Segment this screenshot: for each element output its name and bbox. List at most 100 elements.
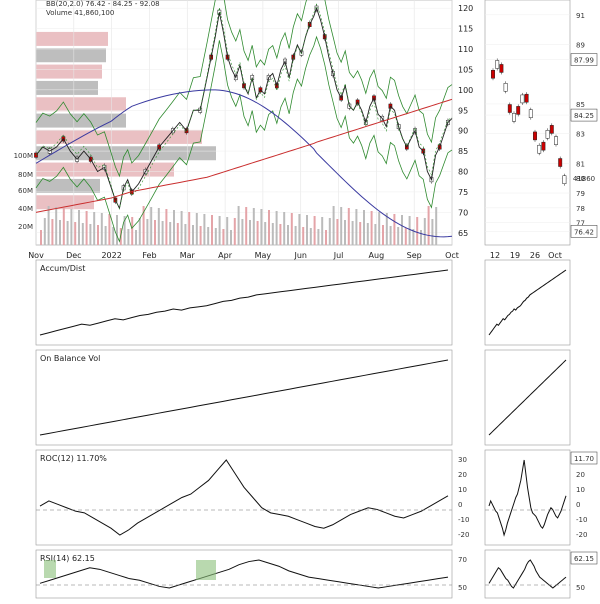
roc-line bbox=[39, 459, 449, 536]
detail-candle-body bbox=[491, 69, 495, 79]
volume-bar bbox=[127, 229, 130, 245]
detail-y-label: 77 bbox=[576, 220, 585, 228]
volume-bar bbox=[401, 215, 403, 245]
rsi-line bbox=[39, 559, 449, 589]
indicator-detail-y-label: 50 bbox=[576, 584, 585, 592]
volume-bar bbox=[237, 206, 240, 245]
x-axis-label: Apr bbox=[218, 251, 233, 260]
volume-bar bbox=[112, 227, 115, 245]
volume-profile-bar bbox=[36, 113, 126, 128]
volume-bar bbox=[59, 220, 61, 245]
detail-candle-body bbox=[545, 130, 550, 139]
detail-highlight-label: 84.25 bbox=[574, 112, 594, 120]
x-axis-label: Aug bbox=[369, 251, 385, 260]
volume-bar bbox=[169, 222, 172, 245]
chart-legend: Volume 41,860,100 bbox=[46, 9, 114, 17]
indicator-y-label: -10 bbox=[458, 516, 469, 524]
volume-bar bbox=[268, 210, 270, 245]
volume-bar bbox=[412, 229, 415, 245]
x-axis-label: Oct bbox=[445, 251, 459, 260]
volume-bar bbox=[427, 206, 430, 245]
x-axis-label: Sep bbox=[407, 251, 422, 260]
volume-bar bbox=[93, 212, 96, 245]
volume-bar bbox=[393, 214, 396, 245]
y-axis-label: 70 bbox=[458, 208, 468, 217]
indicator-y-label: 50 bbox=[458, 584, 467, 592]
detail-candle-body bbox=[554, 136, 558, 145]
volume-bar bbox=[283, 212, 286, 245]
volume-bar bbox=[435, 207, 438, 245]
volume-bar bbox=[328, 218, 331, 245]
x-axis-label: Dec bbox=[66, 251, 81, 260]
y-axis-label: 75 bbox=[458, 188, 468, 197]
bollinger-middle-band bbox=[35, 3, 453, 210]
x-axis-label: Jul bbox=[333, 251, 344, 260]
volume-bar bbox=[89, 224, 92, 245]
obv-line bbox=[39, 359, 449, 436]
detail-y-label: 81 bbox=[576, 160, 585, 168]
indicator-detail-y-label: 10 bbox=[576, 486, 585, 494]
volume-bar bbox=[70, 209, 73, 245]
volume-bar bbox=[302, 227, 305, 245]
bollinger-lower-band bbox=[35, 35, 453, 243]
bollinger-upper-band bbox=[35, 0, 453, 178]
obv-label: On Balance Vol bbox=[40, 354, 100, 363]
roc-detail-line bbox=[488, 459, 567, 537]
volume-bar bbox=[207, 227, 210, 245]
volume-bar bbox=[100, 213, 103, 245]
detail-candle-body bbox=[558, 158, 563, 167]
volume-bar bbox=[366, 223, 369, 245]
volume-axis-label: 100M bbox=[14, 152, 33, 160]
volume-bar bbox=[66, 221, 69, 245]
ma-200-line bbox=[35, 98, 453, 213]
volume-bar bbox=[78, 210, 80, 245]
volume-bar bbox=[233, 218, 236, 245]
volume-bar bbox=[408, 216, 411, 245]
accum-detail-line bbox=[488, 269, 567, 336]
volume-profile-bar bbox=[36, 195, 94, 210]
chart-legend: BB(20,2.0) 76.42 - 84.25 - 92.08 bbox=[46, 0, 160, 8]
rsi-frame-detail bbox=[484, 549, 571, 599]
volume-bar bbox=[313, 216, 316, 245]
detail-x-label: 12 bbox=[490, 251, 500, 260]
detail-y-label: 83 bbox=[576, 131, 585, 139]
indicator-marker-label: 11.70 bbox=[574, 455, 594, 463]
accum-frame-detail bbox=[484, 259, 571, 346]
volume-bar bbox=[397, 227, 400, 245]
volume-bar bbox=[321, 217, 324, 245]
volume-bar bbox=[157, 208, 160, 245]
volume-bar bbox=[226, 217, 229, 245]
detail-candle-body bbox=[516, 106, 521, 115]
volume-profile-bar bbox=[36, 80, 98, 95]
detail-frame bbox=[484, 0, 571, 246]
detail-x-label: 19 bbox=[510, 251, 520, 260]
indicator-marker-box bbox=[570, 451, 598, 465]
volume-bar bbox=[317, 229, 320, 245]
rsi-frame bbox=[35, 549, 453, 599]
volume-bar bbox=[214, 228, 217, 245]
volume-bar bbox=[298, 214, 301, 245]
x-axis-label: Mar bbox=[180, 251, 196, 260]
detail-candle-body bbox=[507, 104, 512, 113]
volume-bar bbox=[188, 212, 191, 245]
volume-bar bbox=[351, 221, 354, 245]
indicator-y-label: 10 bbox=[458, 486, 467, 494]
volume-bar bbox=[108, 214, 111, 245]
volume-bar bbox=[264, 222, 267, 245]
volume-bar bbox=[275, 211, 278, 245]
detail-y-label: 89 bbox=[576, 42, 585, 50]
detail-candle-body bbox=[541, 141, 546, 151]
detail-y-label: 85 bbox=[576, 101, 585, 109]
volume-bar bbox=[382, 225, 384, 245]
volume-bar bbox=[146, 219, 149, 245]
volume-bar bbox=[135, 230, 137, 245]
y-axis-label: 105 bbox=[458, 65, 473, 74]
volume-bar bbox=[245, 207, 248, 245]
volume-bar bbox=[256, 221, 259, 245]
rsi-label: RSI(14) 62.15 bbox=[40, 554, 95, 563]
volume-bar bbox=[97, 225, 99, 245]
volume-bar bbox=[340, 207, 343, 245]
detail-volume-label: 41860 bbox=[573, 175, 595, 183]
volume-bar bbox=[176, 223, 179, 245]
detail-candle-body bbox=[528, 109, 533, 118]
